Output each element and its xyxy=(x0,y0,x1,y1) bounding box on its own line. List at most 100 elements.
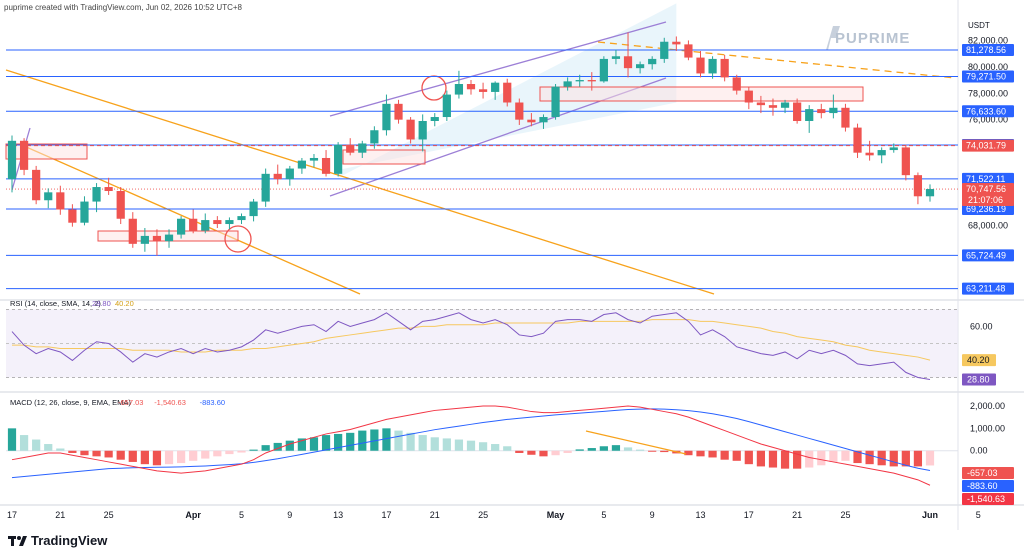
macd-histogram-bar xyxy=(829,450,838,462)
time-axis-tick: 17 xyxy=(381,510,391,520)
rsi-legend-value: 28.80 xyxy=(92,299,111,308)
macd-histogram-bar xyxy=(321,435,331,451)
macd-histogram-bar xyxy=(430,437,439,451)
brand-watermark: PUPRIME xyxy=(835,30,911,47)
macd-histogram-bar xyxy=(841,450,850,461)
rsi-axis-tick: 60.00 xyxy=(970,321,993,331)
candle-body xyxy=(925,189,935,197)
price-level-label: 74,031.79 xyxy=(966,141,1006,151)
macd-histogram-bar xyxy=(611,445,621,451)
macd-histogram-bar xyxy=(189,450,198,461)
price-axis-tick: 68,000.00 xyxy=(968,220,1008,230)
macd-histogram-bar xyxy=(406,432,415,451)
candle-body xyxy=(611,56,621,59)
countdown-label: 21:07:06 xyxy=(968,195,1003,205)
macd-histogram-bar xyxy=(370,429,379,451)
highlight-circle xyxy=(224,225,252,253)
macd-line xyxy=(11,405,931,486)
candle-body xyxy=(370,130,379,144)
candle-body xyxy=(527,119,536,123)
macd-axis-tick: 0.00 xyxy=(970,446,988,456)
trading-chart-svg[interactable]: USDT 82,000.00 80,000.00 78,000.00 76,000.00… xyxy=(0,0,1024,530)
macd-legend-value: -657.03 xyxy=(118,398,143,407)
tradingview-logo-text: TradingView xyxy=(31,533,108,548)
candle-body xyxy=(708,58,717,74)
macd-histogram-bar xyxy=(805,450,814,468)
macd-histogram-bar xyxy=(176,450,186,464)
macd-histogram-bar xyxy=(285,440,294,451)
candle-body xyxy=(32,169,41,201)
candle-body xyxy=(551,86,560,118)
trendline-long xyxy=(5,69,715,295)
macd-histogram-bar xyxy=(575,449,584,451)
time-axis-tick: 25 xyxy=(104,510,114,520)
macd-histogram-bar xyxy=(237,450,246,453)
time-axis-tick: 5 xyxy=(976,510,981,520)
candle-body xyxy=(660,41,669,59)
candle-body xyxy=(382,103,391,131)
candle-body xyxy=(346,144,355,153)
price-level-label: 76,633.60 xyxy=(966,106,1006,116)
time-axis-tick: 17 xyxy=(744,510,754,520)
candle-body xyxy=(720,58,729,78)
candle-body xyxy=(539,117,548,123)
candle-body xyxy=(104,187,113,192)
price-level-label: 63,211.48 xyxy=(966,284,1005,294)
candle-body xyxy=(201,220,210,231)
time-axis-tick: 21 xyxy=(792,510,802,520)
candle-body xyxy=(817,109,826,114)
candle-body xyxy=(44,192,53,201)
macd-histogram-bar xyxy=(901,450,910,467)
macd-histogram-bar xyxy=(732,450,741,461)
rsi-value-label: 40.20 xyxy=(967,355,990,365)
price-axis-tick: 78,000.00 xyxy=(968,88,1008,98)
candle-body xyxy=(358,143,367,153)
price-level-label: 79,271.50 xyxy=(966,71,1006,81)
macd-histogram-bar xyxy=(358,430,367,451)
candle-body xyxy=(430,117,439,121)
zone-box xyxy=(539,86,864,102)
macd-histogram-bar xyxy=(865,450,874,465)
highlight-circle xyxy=(421,75,447,101)
time-axis-tick: 25 xyxy=(478,510,488,520)
price-level-label: 69,236.19 xyxy=(966,204,1006,214)
macd-histogram-bar xyxy=(7,428,17,451)
candle-body xyxy=(56,192,65,210)
macd-histogram-bar xyxy=(708,450,717,458)
macd-histogram-bar xyxy=(478,442,488,451)
candle-body xyxy=(889,147,898,151)
macd-histogram-bar xyxy=(623,447,633,451)
macd-value-badge xyxy=(962,467,1014,479)
rsi-value-badge xyxy=(962,354,996,367)
macd-histogram-bar xyxy=(382,428,391,451)
macd-histogram-bar xyxy=(925,450,935,466)
macd-histogram-bar xyxy=(551,450,560,456)
macd-histogram-bar xyxy=(346,432,355,451)
macd-histogram-bar xyxy=(853,450,862,464)
time-axis-tick: 21 xyxy=(55,510,65,520)
time-axis-tick: Apr xyxy=(185,510,201,520)
candle-body xyxy=(140,235,149,244)
rsi-value-label: 28.80 xyxy=(967,375,990,385)
time-axis-tick: 13 xyxy=(333,510,343,520)
macd-value-badge xyxy=(962,493,1014,505)
candle-body xyxy=(635,64,645,69)
macd-histogram-bar xyxy=(889,450,898,467)
price-level-badge xyxy=(962,139,1014,152)
candle-body xyxy=(793,102,802,121)
candle-body xyxy=(164,234,174,242)
macd-histogram-bar xyxy=(418,435,427,451)
macd-divergence-line xyxy=(585,430,687,455)
macd-histogram-bar xyxy=(720,450,729,460)
macd-histogram-bar xyxy=(563,450,572,453)
candle-body xyxy=(152,235,162,242)
macd-value-badge xyxy=(962,480,1014,492)
candle-body xyxy=(732,77,741,91)
time-axis-tick: 5 xyxy=(239,510,244,520)
candle-body xyxy=(503,82,512,103)
candle-body xyxy=(913,175,923,197)
candle-body xyxy=(768,105,778,108)
price-level-label: 81,278.56 xyxy=(966,45,1006,55)
candle-body xyxy=(394,103,403,120)
macd-histogram-bar xyxy=(104,450,113,458)
